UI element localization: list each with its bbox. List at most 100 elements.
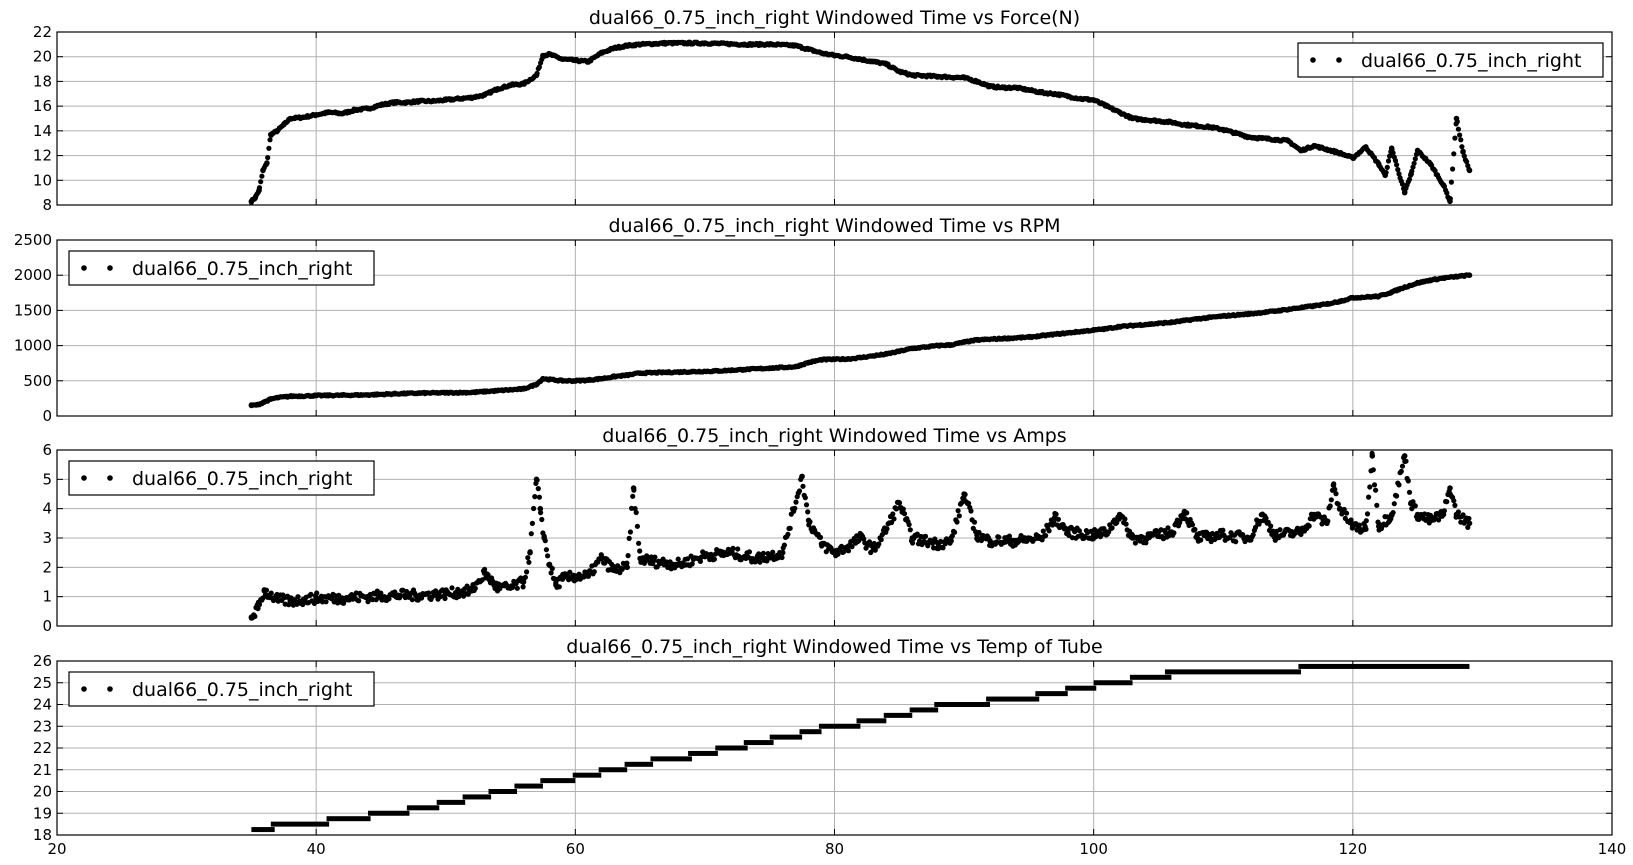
y-tick-label: 16 [33, 97, 52, 115]
data-point [545, 553, 551, 559]
data-point [890, 511, 896, 517]
data-point [323, 599, 329, 605]
data-point [637, 370, 643, 376]
data-point [922, 533, 929, 540]
data-point [522, 574, 529, 580]
data-step [1129, 674, 1172, 680]
data-point [968, 508, 974, 514]
y-tick-label: 24 [33, 696, 52, 714]
data-point [602, 560, 608, 566]
data-point [248, 614, 255, 620]
data-point [817, 534, 824, 541]
data-point [785, 531, 791, 538]
data-step [909, 707, 939, 713]
data-point [800, 483, 806, 489]
data-point [787, 525, 793, 531]
data-point [339, 110, 345, 117]
data-point [1324, 301, 1330, 307]
data-point [313, 392, 320, 399]
data-step [540, 778, 576, 784]
data-point [1373, 487, 1379, 493]
data-point [779, 554, 785, 561]
data-point [1277, 527, 1283, 533]
data-point [1109, 525, 1115, 531]
data-point [1403, 458, 1409, 464]
data-point [391, 99, 397, 106]
data-point [1440, 182, 1447, 188]
data-point [1376, 293, 1382, 300]
data-point [626, 535, 632, 542]
data-point [907, 527, 913, 533]
data-point [1233, 539, 1239, 545]
data-point [1453, 273, 1460, 280]
data-step [1093, 680, 1133, 686]
data-point [624, 42, 630, 49]
legend-marker [107, 265, 113, 271]
data-point [1013, 84, 1019, 91]
x-tick-label: 100 [1079, 840, 1108, 858]
data-point [268, 396, 274, 402]
data-point [481, 570, 488, 576]
y-tick-label: 1 [42, 588, 52, 606]
data-point [266, 145, 272, 151]
data-point [295, 594, 301, 600]
data-point [1220, 313, 1227, 319]
data-point [754, 555, 760, 562]
y-tick-label: 6 [42, 441, 52, 459]
data-step [715, 745, 748, 751]
data-point [1401, 453, 1408, 459]
legend: dual66_0.75_inch_right [68, 460, 375, 496]
data-point [1328, 497, 1334, 503]
data-point [766, 41, 773, 48]
data-point [1116, 109, 1123, 116]
data-point [455, 95, 462, 102]
data-point [818, 50, 825, 56]
data-point [1412, 156, 1418, 162]
data-point [844, 356, 851, 362]
data-point [520, 81, 527, 87]
data-point [287, 393, 294, 400]
data-point [546, 561, 553, 568]
y-tick-label: 18 [33, 826, 52, 844]
data-point [1076, 528, 1082, 534]
data-point [535, 486, 541, 492]
data-step [598, 767, 628, 773]
data-point [1453, 115, 1460, 122]
data-point [1142, 116, 1149, 123]
data-point [1406, 489, 1413, 495]
y-tick-label: 4 [42, 500, 52, 518]
data-step [799, 729, 822, 735]
data-point [255, 605, 261, 612]
y-tick-label: 25 [33, 674, 52, 692]
data-step [406, 805, 440, 811]
data-point [540, 52, 546, 59]
data-point [541, 535, 547, 541]
x-tick-label: 120 [1339, 840, 1368, 858]
data-point [1207, 124, 1214, 130]
tick-marks [56, 660, 1613, 836]
data-point [1214, 530, 1220, 537]
data-point [455, 586, 461, 593]
legend-label: dual66_0.75_inch_right [132, 468, 352, 490]
y-tick-label: 20 [33, 48, 52, 66]
data-point [956, 513, 962, 519]
data-point [741, 41, 747, 48]
data-point [1337, 150, 1343, 156]
data-point [1330, 482, 1337, 489]
y-tick-label: 5 [42, 470, 52, 488]
data-point [1000, 84, 1006, 91]
data-step [326, 816, 371, 822]
data-point [417, 592, 423, 598]
data-point [1220, 126, 1227, 133]
data-point [652, 554, 658, 560]
data-point [308, 591, 314, 598]
legend-label: dual66_0.75_inch_right [132, 258, 352, 280]
data-point [971, 519, 978, 525]
data-point [844, 544, 851, 550]
data-point [1298, 304, 1304, 311]
data-point [987, 538, 993, 544]
data-point [391, 391, 397, 397]
x-tick-label: 80 [825, 840, 844, 858]
data-point [1177, 520, 1183, 526]
data-point [1006, 533, 1013, 539]
